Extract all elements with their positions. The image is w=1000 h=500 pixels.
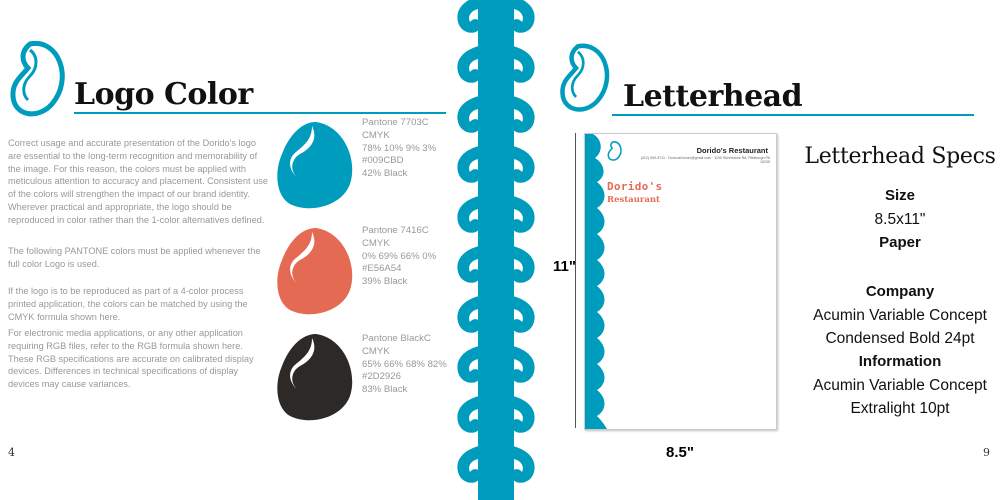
paper-label: Paper (879, 234, 921, 251)
height-dimension-line (575, 133, 576, 428)
page-number: 4 (8, 446, 15, 459)
pantone-label: Pantone 7416C (362, 225, 429, 236)
information-font-weight: Extralight 10pt (850, 400, 950, 417)
hex-value: #2D2926 (362, 371, 401, 383)
company-font: Acumin Variable Concept (813, 307, 987, 324)
pantone-label: Pantone BlackC (362, 333, 431, 344)
black-value: 39% Black (362, 276, 408, 288)
specs-title: Letterhead Specs (804, 144, 996, 169)
swatch-spec-coral: Pantone 7416C CMYK 0% 69% 66% 0% #E56A54… (362, 225, 436, 289)
size-value: 8.5x11" (874, 211, 926, 228)
cmyk-value: 78% 10% 9% 3% (362, 142, 437, 154)
teal-color-swatch (277, 122, 353, 209)
letterhead-company-name: Dorido's Restaurant (696, 146, 768, 155)
swatch-spec-teal: Pantone 7703C CMYK 78% 10% 9% 3% #009CBD… (362, 117, 436, 181)
letterhead-specs: Letterhead Specs Size 8.5x11" Paper Comp… (800, 142, 1000, 420)
letterhead-brand-name: Dorido's (607, 180, 663, 193)
page-title: Letterhead (623, 79, 803, 114)
title-rule (74, 112, 446, 114)
hex-value: #009CBD (362, 155, 404, 167)
hex-value: #E56A54 (362, 263, 402, 275)
size-label: Size (884, 187, 915, 204)
title-rule (612, 114, 974, 116)
letterhead-sample: Dorido's Restaurant (412) 000-9711 · Dor… (584, 133, 777, 430)
body-paragraph: For electronic media applications, or an… (8, 328, 254, 390)
letterhead-brand-subname: Restaurant (607, 195, 660, 205)
width-label: 8.5" (666, 444, 694, 461)
letterhead-contact-line: (412) 000-9711 · DoricosOwner@gmail.com … (640, 156, 770, 165)
information-font: Acumin Variable Concept (813, 377, 987, 394)
body-paragraph: The following PANTONE colors must be app… (8, 246, 261, 269)
black-color-swatch (277, 334, 353, 421)
body-paragraph: Correct usage and accurate presentation … (8, 138, 268, 225)
black-value: 83% Black (362, 384, 408, 396)
color-model: CMYK (362, 237, 390, 249)
cmyk-value: 65% 66% 68% 82% (362, 358, 447, 370)
height-label: 11" (553, 258, 576, 275)
page-number: 9 (983, 446, 990, 459)
color-model: CMYK (362, 345, 390, 357)
sheet-wave-border (585, 134, 607, 429)
pantone-label: Pantone 7703C (362, 117, 429, 128)
company-label: Company (865, 283, 935, 300)
dorido-logo-icon (10, 40, 65, 117)
coral-color-swatch (277, 228, 353, 315)
company-font-weight: Condensed Bold 24pt (825, 330, 975, 347)
black-value: 42% Black (362, 168, 408, 180)
wave-ornament-divider (457, 0, 535, 500)
body-paragraph: If the logo is to be reproduced as part … (8, 286, 248, 322)
swatch-spec-black: Pantone BlackC CMYK 65% 66% 68% 82% #2D2… (362, 333, 447, 397)
cmyk-value: 0% 69% 66% 0% (362, 250, 437, 262)
page-title: Logo Color (74, 77, 253, 112)
color-model: CMYK (362, 129, 390, 141)
dorido-logo-icon (560, 43, 610, 112)
information-label: Information (858, 353, 942, 370)
letterhead-logo-icon (607, 141, 622, 161)
